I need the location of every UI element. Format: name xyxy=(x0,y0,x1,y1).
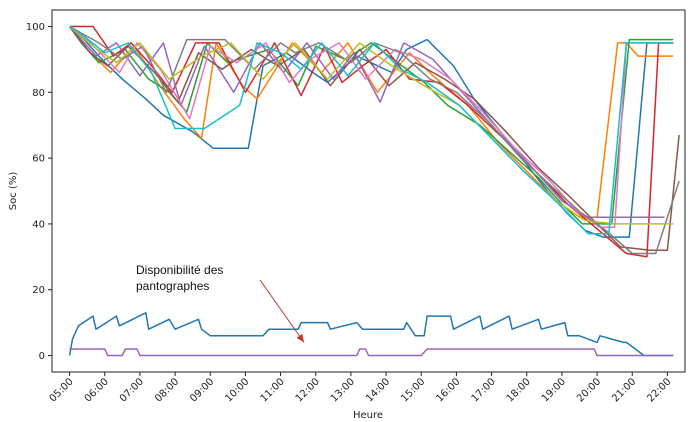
x-tick-label-16: 21:00 xyxy=(610,376,638,404)
x-tick-label-11: 16:00 xyxy=(434,376,462,404)
x-axis-title: Heure xyxy=(353,410,383,421)
series-line-2 xyxy=(69,26,674,219)
x-tick-label-8: 13:00 xyxy=(329,376,357,404)
y-tick-label-1: 20 xyxy=(32,285,45,296)
x-tick-label-5: 10:00 xyxy=(223,376,251,404)
y-axis: 0 20 40 60 80 100 xyxy=(26,22,52,362)
series-line-10 xyxy=(69,25,674,235)
series-line-3 xyxy=(68,26,674,225)
annotation: Disponibilité des pantographes xyxy=(136,263,305,343)
series-line-1 xyxy=(69,25,674,238)
series-line-9 xyxy=(69,25,674,225)
plot-frame xyxy=(51,9,686,373)
x-tick-label-3: 08:00 xyxy=(153,376,181,404)
series-line-5 xyxy=(69,26,665,219)
x-tick-label-2: 07:00 xyxy=(118,376,146,404)
series-line-7 xyxy=(69,25,674,228)
x-tick-label-14: 19:00 xyxy=(540,376,568,404)
series-line-8 xyxy=(69,25,680,255)
x-tick-label-7: 12:00 xyxy=(294,376,322,404)
annotation-line-2: pantographes xyxy=(136,279,209,293)
x-tick-label-13: 18:00 xyxy=(505,376,533,404)
x-tick-label-10: 15:00 xyxy=(399,376,427,404)
annotation-arrow-head xyxy=(296,333,305,343)
x-tick-label-0: 05:00 xyxy=(48,376,76,404)
x-tick-label-4: 09:00 xyxy=(188,376,216,404)
annotation-line-1: Disponibilité des xyxy=(136,263,223,277)
x-tick-label-9: 14:00 xyxy=(364,376,392,404)
series-line-12 xyxy=(69,348,674,357)
series-line-11 xyxy=(68,312,674,357)
series-line-4 xyxy=(69,25,674,258)
x-tick-label-17: 22:00 xyxy=(645,376,673,404)
x-tick-label-1: 06:00 xyxy=(83,376,111,404)
x-tick-label-15: 20:00 xyxy=(575,376,603,404)
y-tick-label-0: 0 xyxy=(39,351,45,362)
y-axis-title: Soc (%) xyxy=(8,172,19,211)
y-tick-label-2: 40 xyxy=(32,219,45,230)
series-layer xyxy=(68,25,680,357)
annotation-arrow-shaft xyxy=(259,279,305,343)
x-axis: 05:00 06:00 07:00 08:00 09:00 10:00 11:00 12:00… xyxy=(48,372,674,405)
y-tick-label-5: 100 xyxy=(26,22,45,33)
x-tick-label-12: 17:00 xyxy=(470,376,498,404)
y-tick-label-4: 80 xyxy=(32,88,45,99)
x-tick-label-6: 11:00 xyxy=(259,376,287,404)
y-tick-label-3: 60 xyxy=(32,154,45,165)
